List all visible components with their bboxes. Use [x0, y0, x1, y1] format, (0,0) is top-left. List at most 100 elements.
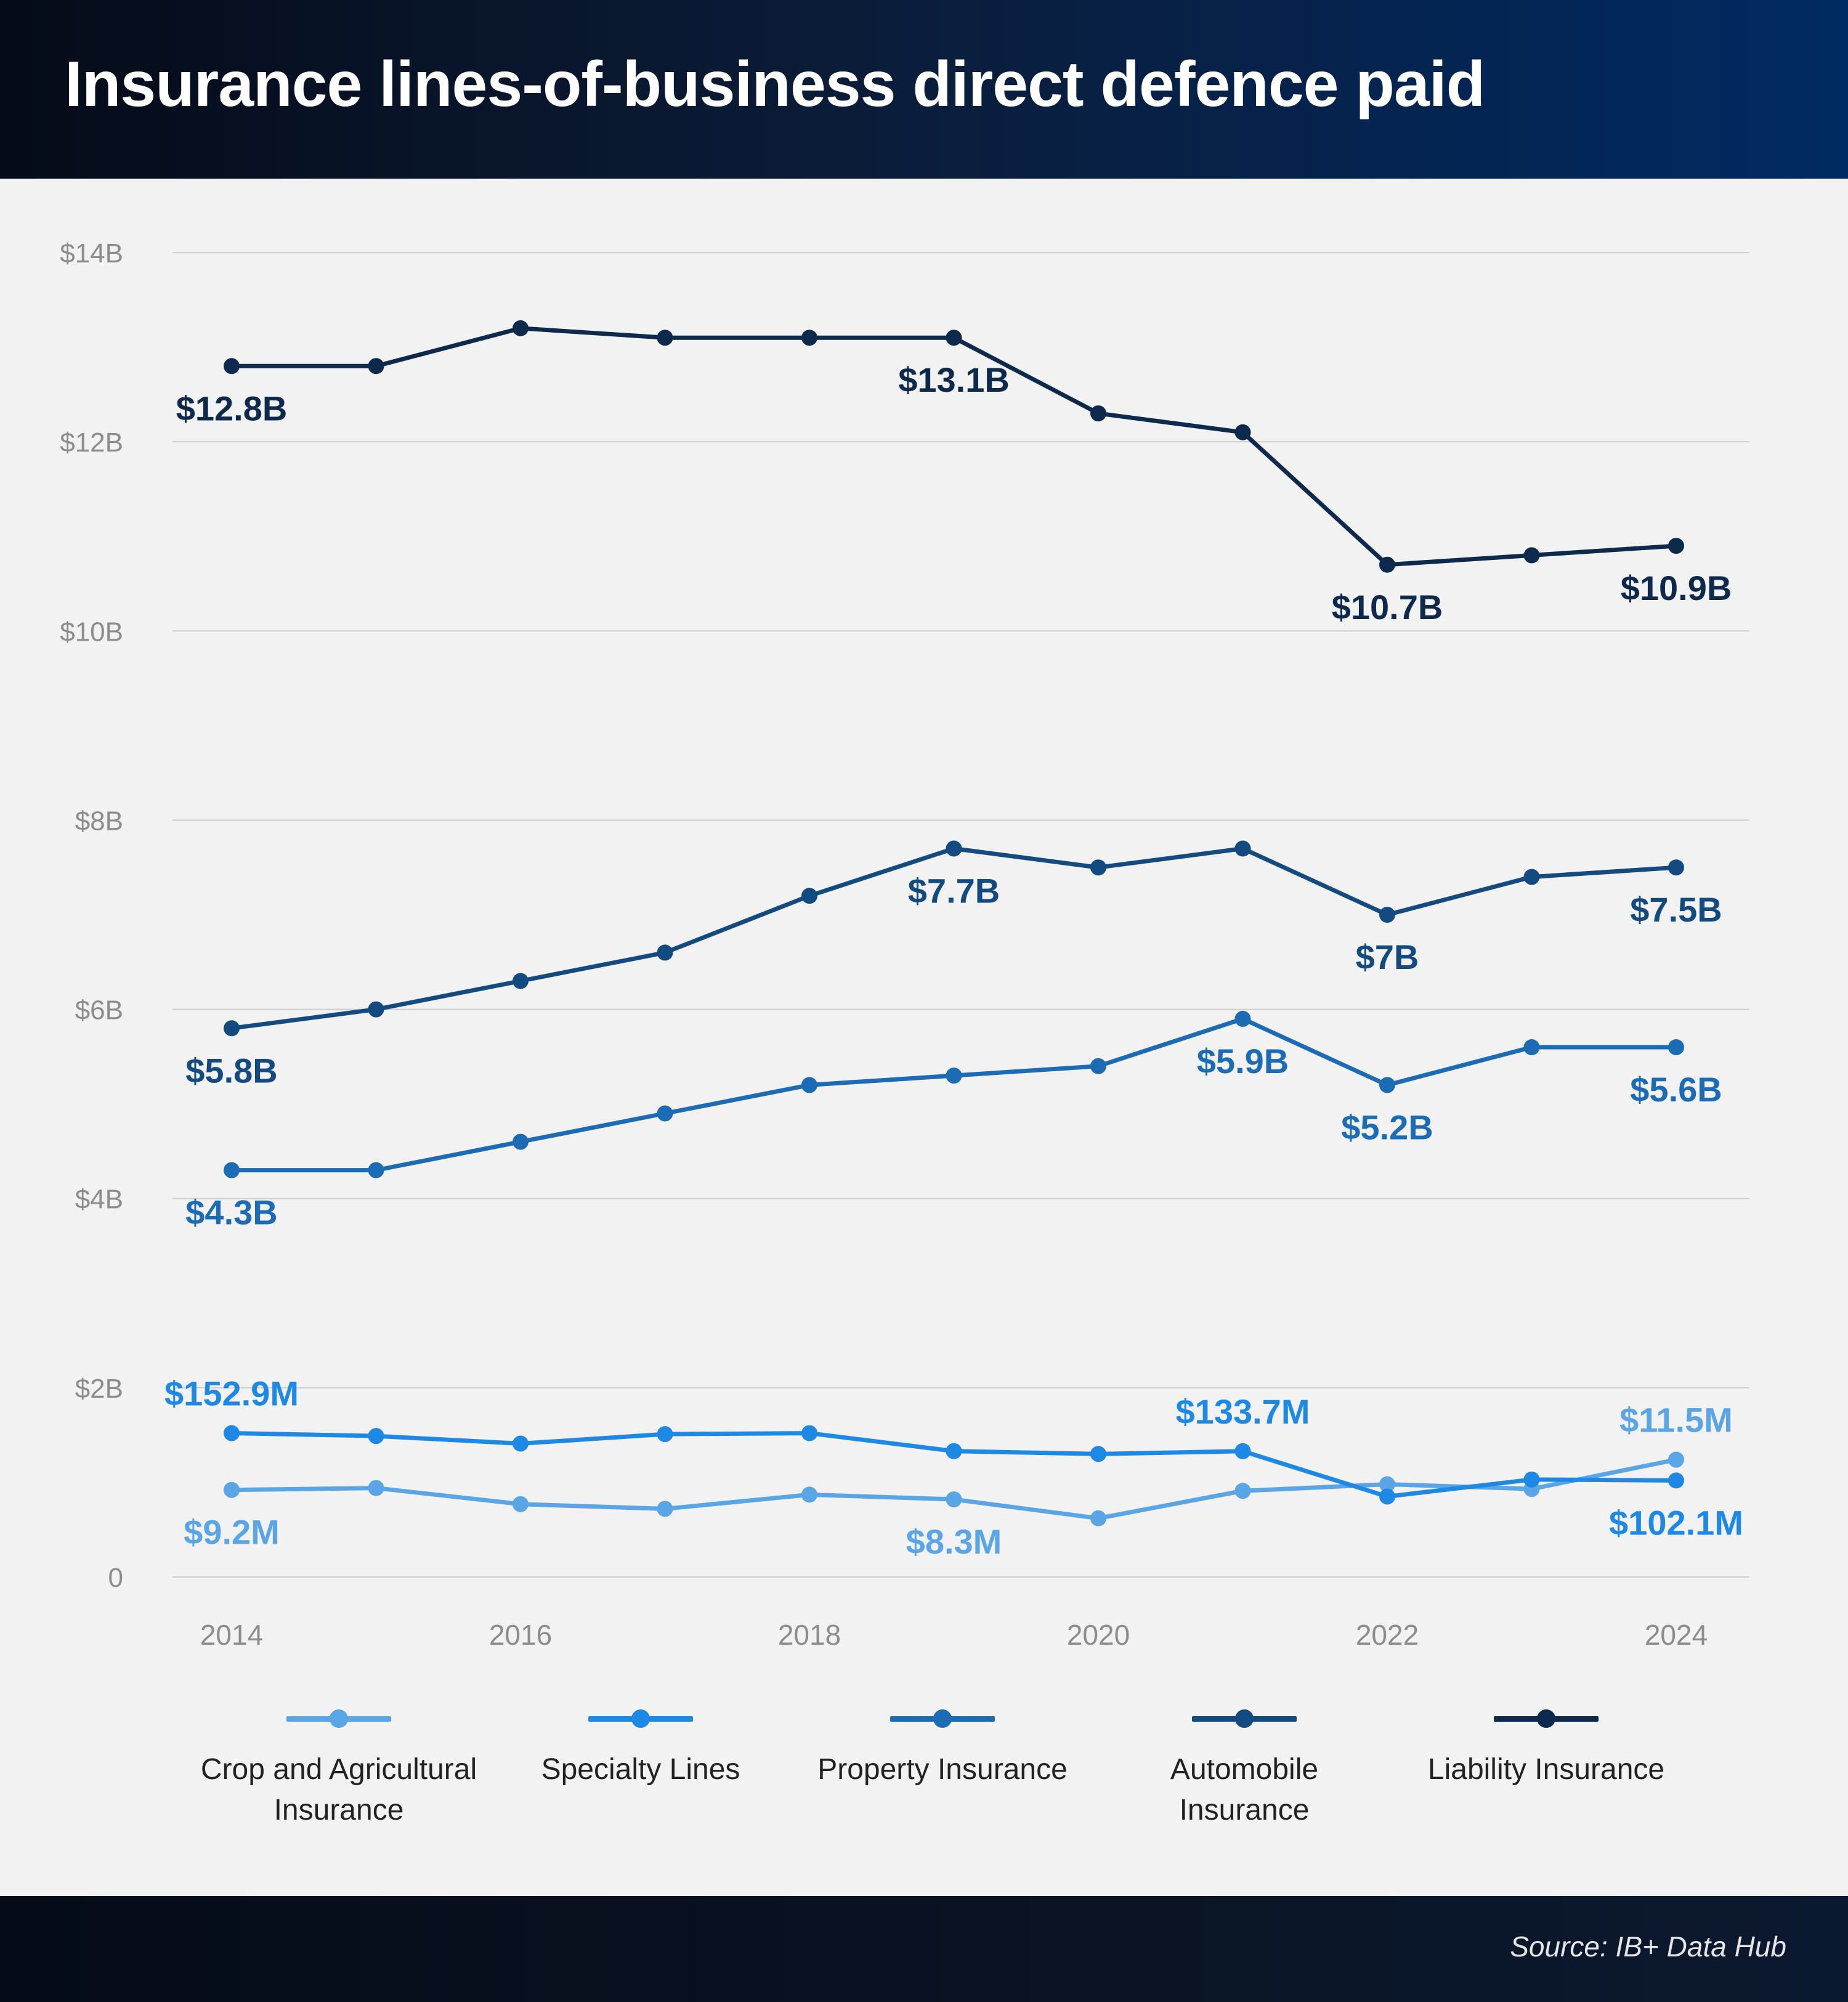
x-tick-label: 2020 — [1067, 1619, 1130, 1651]
data-label: $133.7M — [1176, 1392, 1310, 1431]
legend-label-specialty: Specialty Lines — [499, 1749, 782, 1790]
x-tick-label: 2014 — [200, 1619, 263, 1651]
y-tick-label: $2B — [75, 1374, 123, 1404]
data-point — [801, 1486, 817, 1503]
data-point — [224, 1425, 240, 1441]
x-tick-label: 2022 — [1356, 1619, 1419, 1651]
data-point — [1379, 1488, 1395, 1505]
legend-marker-crop — [330, 1709, 348, 1728]
x-tick-label: 2024 — [1645, 1619, 1708, 1651]
data-point — [657, 1105, 673, 1122]
y-tick-label: $6B — [75, 995, 123, 1026]
data-label: $5.8B — [185, 1051, 277, 1090]
data-point — [1234, 424, 1251, 440]
data-point — [1668, 1472, 1684, 1489]
y-tick-label: $10B — [60, 617, 123, 647]
data-point — [1090, 1058, 1106, 1074]
data-point — [1668, 1039, 1684, 1055]
source-note: Source: IB+ Data Hub — [1510, 1931, 1786, 1963]
data-point — [657, 1426, 673, 1443]
data-point — [1090, 1510, 1106, 1526]
data-point — [1523, 1471, 1540, 1488]
legend-label-crop-line2: Insurance — [274, 1794, 404, 1826]
data-point — [224, 1162, 240, 1178]
legend-marker-automobile — [1235, 1709, 1254, 1728]
data-point — [368, 358, 384, 375]
data-point — [657, 1501, 673, 1517]
series-line — [229, 1431, 1679, 1499]
data-point — [368, 1001, 384, 1018]
legend-label-property-line1: Property Insurance — [817, 1753, 1068, 1786]
data-point — [1090, 1446, 1106, 1462]
data-point — [1234, 1010, 1251, 1027]
data-label: $152.9M — [164, 1374, 299, 1413]
data-label: $10.7B — [1332, 588, 1443, 626]
legend-marker-specialty — [631, 1709, 650, 1728]
data-label: $7.7B — [908, 872, 1000, 910]
y-tick-label: 0 — [108, 1563, 123, 1593]
data-point — [1523, 547, 1540, 564]
legend-item-property: Property Insurance — [801, 1706, 1084, 1790]
data-point — [1090, 405, 1106, 422]
data-point — [801, 1077, 817, 1093]
data-point — [1234, 1483, 1251, 1499]
legend-label-specialty-line1: Specialty Lines — [541, 1753, 740, 1786]
data-point — [1379, 556, 1395, 573]
data-point — [513, 1133, 529, 1150]
data-point — [1379, 1077, 1395, 1093]
data-point — [1668, 1451, 1684, 1468]
data-point — [513, 1496, 529, 1512]
data-label: $5.2B — [1341, 1108, 1433, 1146]
x-tick-label: 2016 — [489, 1619, 552, 1651]
legend-swatch-property — [890, 1706, 995, 1731]
data-point — [946, 330, 962, 346]
legend-item-specialty: Specialty Lines — [499, 1706, 782, 1790]
data-label: $8.3M — [906, 1522, 1002, 1561]
data-point — [1090, 859, 1106, 876]
data-point — [368, 1480, 384, 1496]
chart-header: Insurance lines-of-business direct defen… — [0, 0, 1848, 179]
data-point — [657, 944, 673, 961]
data-point — [801, 1425, 817, 1441]
legend-item-automobile: Automobile Insurance — [1103, 1706, 1386, 1831]
legend-swatch-specialty — [588, 1706, 693, 1731]
data-point — [946, 1491, 962, 1508]
data-label: $7.5B — [1630, 890, 1722, 929]
chart-footer: Source: IB+ Data Hub — [0, 1896, 1848, 2002]
legend-label-automobile-line1: Automobile Insurance — [1170, 1753, 1319, 1826]
legend-swatch-liability — [1494, 1706, 1599, 1731]
data-point — [801, 330, 817, 346]
data-label: $11.5M — [1619, 1401, 1733, 1440]
data-point — [1668, 859, 1684, 876]
data-point — [368, 1428, 384, 1445]
legend-label-property: Property Insurance — [801, 1749, 1084, 1790]
data-point — [513, 1435, 529, 1452]
chart-title: Insurance lines-of-business direct defen… — [65, 49, 1485, 120]
series-line — [229, 1016, 1679, 1173]
legend-item-crop: Crop and Agricultural Insurance — [197, 1706, 480, 1831]
data-label: $102.1M — [1609, 1503, 1743, 1542]
data-point — [224, 1020, 240, 1037]
data-point — [946, 1443, 962, 1459]
data-point — [1234, 1443, 1251, 1459]
data-point — [1379, 907, 1395, 923]
y-tick-label: $12B — [60, 428, 123, 458]
chart-legend: Crop and Agricultural Insurance Specialt… — [0, 1706, 1848, 1854]
data-label: $5.9B — [1197, 1042, 1289, 1080]
legend-label-liability-line1: Liability Insurance — [1427, 1753, 1665, 1786]
legend-swatch-automobile — [1192, 1706, 1297, 1731]
data-label: $5.6B — [1630, 1070, 1722, 1109]
data-point — [368, 1162, 384, 1178]
data-point — [946, 840, 962, 857]
legend-marker-liability — [1537, 1709, 1555, 1728]
y-tick-label: $14B — [60, 238, 123, 269]
data-label: $12.8B — [176, 389, 288, 428]
data-point — [513, 973, 529, 989]
data-point — [1379, 1476, 1395, 1493]
data-point — [1523, 869, 1540, 885]
legend-swatch-crop — [286, 1706, 391, 1731]
data-label: $13.1B — [898, 360, 1010, 399]
data-point — [1668, 538, 1684, 554]
legend-item-liability: Liability Insurance — [1404, 1706, 1688, 1790]
